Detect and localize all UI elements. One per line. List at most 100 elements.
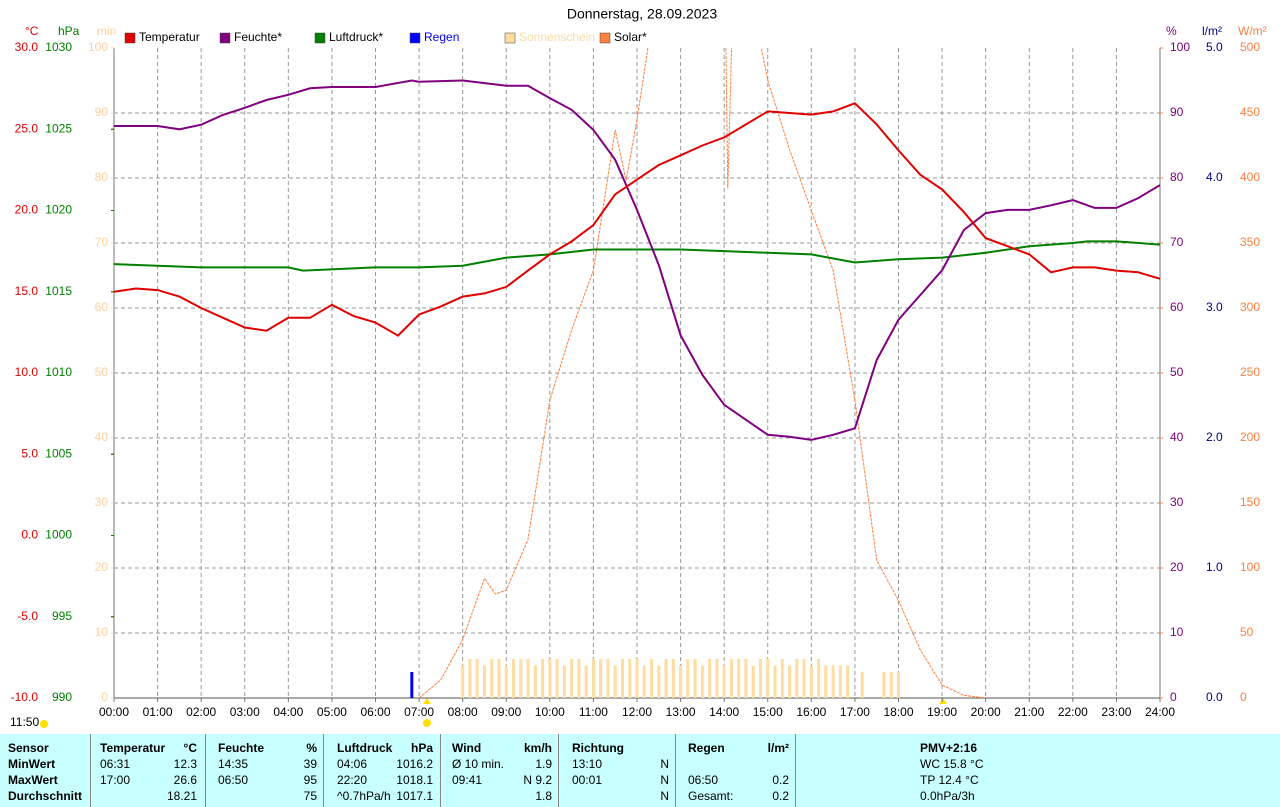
table-header: Wind xyxy=(452,741,482,755)
y-tick-label: 4.0 xyxy=(1206,170,1223,184)
table-cell: MaxWert xyxy=(8,773,58,787)
table-cell: 1.8 xyxy=(535,789,552,803)
x-tick-label: 24:00 xyxy=(1145,705,1175,719)
bar xyxy=(751,665,755,698)
bar xyxy=(693,659,697,698)
column-separator xyxy=(323,734,324,807)
y-tick-label: 5.0 xyxy=(1206,40,1223,54)
table-cell: 00:01 xyxy=(572,773,603,787)
bar xyxy=(788,665,792,698)
bar xyxy=(766,659,770,698)
y-tick-label: 150 xyxy=(1240,495,1260,509)
legend-label: Solar* xyxy=(614,30,647,44)
y-tick-label: 1015 xyxy=(45,284,72,298)
x-tick-label: 10:00 xyxy=(535,705,565,719)
y-tick-label: 10 xyxy=(95,625,109,639)
bar xyxy=(475,659,479,698)
table-cell: 06:50 xyxy=(688,773,719,787)
bar xyxy=(490,659,494,698)
bar xyxy=(504,665,508,698)
x-tick-label: 15:00 xyxy=(753,705,783,719)
table-cell: 12.3 xyxy=(173,757,197,771)
bar xyxy=(570,659,574,698)
y-tick-label: 90 xyxy=(95,105,109,119)
x-tick-label: 13:00 xyxy=(666,705,696,719)
table-cell: 1.9 xyxy=(535,757,552,771)
table-header: km/h xyxy=(523,741,552,755)
sunset-marker xyxy=(939,698,947,704)
table-cell: 75 xyxy=(303,789,317,803)
y-tick-label: 500 xyxy=(1240,40,1260,54)
bar xyxy=(613,665,617,698)
y-tick-label: 2.0 xyxy=(1206,430,1223,444)
table-header: PMV+2:16 xyxy=(920,741,978,755)
bar xyxy=(729,659,733,698)
plot-area xyxy=(114,48,1160,698)
bar xyxy=(838,665,842,698)
bar xyxy=(526,659,530,698)
table-cell: 0.2 xyxy=(772,789,789,803)
x-tick-label: 12:00 xyxy=(622,705,652,719)
x-tick-label: 22:00 xyxy=(1058,705,1088,719)
y-tick-label: 450 xyxy=(1240,105,1260,119)
table-header: Richtung xyxy=(572,741,624,755)
bar xyxy=(686,659,690,698)
table-cell: Gesamt: xyxy=(688,789,734,803)
y-tick-label: 80 xyxy=(95,170,109,184)
y-tick-label: 400 xyxy=(1240,170,1260,184)
table-cell: Durchschnitt xyxy=(8,789,83,803)
x-tick-label: 04:00 xyxy=(273,705,303,719)
bar xyxy=(519,659,523,698)
table-header: hPa xyxy=(410,741,433,755)
y-tick-label: 1000 xyxy=(45,528,72,542)
y-tick-label: 90 xyxy=(1170,105,1184,119)
table-cell: 0.0hPa/3h xyxy=(920,789,975,803)
legend-swatch xyxy=(599,32,611,44)
y-tick-label: 3.0 xyxy=(1206,300,1223,314)
x-tick-label: 16:00 xyxy=(796,705,826,719)
table-header: °C xyxy=(183,741,197,755)
bar xyxy=(671,659,675,698)
bar xyxy=(780,659,784,698)
column-separator xyxy=(795,734,796,807)
chart-title: Donnerstag, 28.09.2023 xyxy=(567,6,717,22)
legend-swatch xyxy=(314,32,326,44)
y-tick-label: 30 xyxy=(1170,495,1184,509)
y-tick-label: 990 xyxy=(52,690,72,704)
y-tick-label: 30.0 xyxy=(15,40,39,54)
y-tick-label: 30 xyxy=(95,495,109,509)
table-cell: N 9.2 xyxy=(523,773,552,787)
table-cell: Ø 10 min. xyxy=(452,757,505,771)
x-tick-label: 01:00 xyxy=(143,705,173,719)
table-cell: 04:06 xyxy=(337,757,368,771)
y-tick-label: 350 xyxy=(1240,235,1260,249)
bar xyxy=(620,659,624,698)
bar xyxy=(773,665,777,698)
x-tick-label: 09:00 xyxy=(491,705,521,719)
y-tick-label: 5.0 xyxy=(21,446,38,460)
bar xyxy=(897,672,900,698)
legend-label: Regen xyxy=(424,30,459,44)
table-cell: 18.21 xyxy=(166,789,197,803)
x-tick-label: 11:00 xyxy=(579,705,608,719)
table-header: % xyxy=(306,741,317,755)
y-tick-label: 70 xyxy=(1170,235,1184,249)
y-tick-label: 100 xyxy=(88,40,108,54)
y-tick-label: 50 xyxy=(95,365,109,379)
bar xyxy=(591,659,595,698)
axis-unit: °C xyxy=(25,24,39,38)
x-tick-label: 23:00 xyxy=(1101,705,1131,719)
x-tick-label: 06:00 xyxy=(360,705,390,719)
y-tick-label: 40 xyxy=(1170,430,1184,444)
y-tick-label: 40 xyxy=(95,430,109,444)
bar xyxy=(882,672,886,698)
y-tick-label: 200 xyxy=(1240,430,1260,444)
y-tick-label: 250 xyxy=(1240,365,1260,379)
y-tick-label: 15.0 xyxy=(15,284,39,298)
column-separator xyxy=(558,734,559,807)
bar xyxy=(628,659,632,698)
y-tick-label: 1.0 xyxy=(1206,560,1223,574)
bar xyxy=(657,665,661,698)
bar xyxy=(599,659,603,698)
